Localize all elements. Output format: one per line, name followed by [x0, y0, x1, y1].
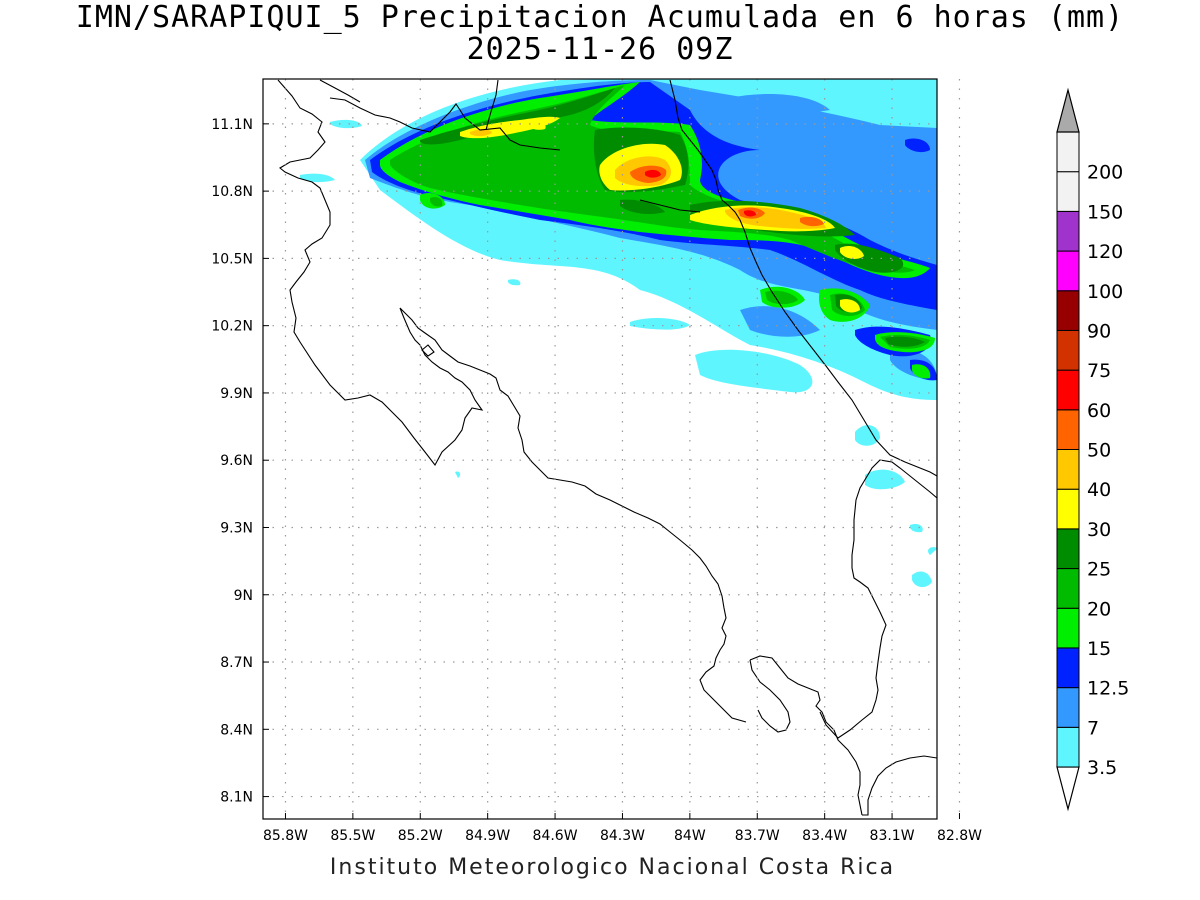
- legend-level-label: 12.5: [1087, 678, 1129, 700]
- legend-level-label: 50: [1087, 440, 1111, 462]
- legend-level-label: 100: [1087, 281, 1123, 303]
- lon-tick-label: 85.5W: [330, 828, 375, 844]
- legend-swatch: [1056, 607, 1080, 649]
- legend-swatch: [1056, 726, 1080, 768]
- legend-level-label: 7: [1087, 717, 1099, 739]
- lon-tick-label: 83.4W: [802, 828, 847, 844]
- precipitation-field: [300, 79, 937, 588]
- legend-swatch: [1056, 528, 1080, 570]
- legend-arrow-high: [1056, 87, 1080, 133]
- legend-level-label: 200: [1087, 162, 1123, 184]
- legend-level-label: 75: [1087, 360, 1111, 382]
- legend-arrow-low: [1056, 766, 1080, 812]
- lon-tick-label: 83.7W: [735, 828, 780, 844]
- legend-level-label: 40: [1087, 479, 1111, 501]
- lon-tick-label: 83.1W: [870, 828, 915, 844]
- lat-tick-label: 9.3N: [220, 520, 253, 536]
- map-grid: [263, 79, 961, 819]
- institution-credit: Instituto Meteorologico Nacional Costa R…: [329, 855, 896, 880]
- legend-level-label: 60: [1087, 400, 1111, 422]
- lat-tick-label: 8.7N: [220, 655, 253, 671]
- latitude-labels: 11.1N 10.8N 10.5N 10.2N 9.9N 9.6N 9.3N 9N 8.7N 8.…: [211, 117, 253, 806]
- legend-level-label: 15: [1087, 638, 1111, 660]
- legend-level-label: 120: [1087, 241, 1123, 263]
- lon-tick-label: 85.2W: [398, 828, 443, 844]
- map-date: 2025-11-26 09Z: [466, 32, 734, 67]
- longitude-labels: 85.8W 85.5W 85.2W 84.9W 84.6W 84.3W 84W 83.7W 83…: [263, 828, 982, 844]
- legend-swatch: [1056, 647, 1080, 689]
- legend-swatch: [1056, 329, 1080, 371]
- lon-tick-label: 84.9W: [465, 828, 510, 844]
- legend-swatch: [1056, 290, 1080, 331]
- lon-tick-label: 84.6W: [533, 828, 578, 844]
- lat-tick-label: 9.6N: [220, 453, 253, 469]
- legend-level-label: 20: [1087, 598, 1111, 620]
- lat-tick-label: 10.8N: [211, 184, 253, 200]
- coastline: [277, 79, 937, 816]
- legend-swatch: [1056, 449, 1080, 490]
- lon-tick-label: 84.3W: [600, 828, 645, 844]
- legend-level-label: 150: [1087, 201, 1123, 223]
- lat-tick-label: 11.1N: [211, 117, 253, 133]
- legend-swatch: [1056, 409, 1080, 450]
- lat-tick-label: 10.5N: [211, 251, 253, 267]
- legend-swatch: [1056, 210, 1080, 252]
- color-legend: 3.5 7 12.5 15 20 25 30 40 50 60 75 90 100 120 150 200: [1056, 87, 1129, 812]
- lat-tick-label: 9.9N: [220, 386, 253, 402]
- lon-tick-label: 85.8W: [263, 828, 308, 844]
- lat-tick-label: 8.4N: [220, 722, 253, 738]
- legend-level-label: 3.5: [1087, 757, 1117, 779]
- lon-tick-label: 82.8W: [937, 828, 982, 844]
- legend-swatch: [1056, 488, 1080, 530]
- lat-tick-label: 8.1N: [220, 790, 253, 806]
- legend-swatch: [1056, 687, 1080, 728]
- map-title: IMN/SARAPIQUI_5 Precipitacion Acumulada …: [75, 0, 1125, 35]
- legend-swatch: [1056, 369, 1080, 411]
- legend-swatch: [1056, 171, 1080, 212]
- lat-tick-label: 10.2N: [211, 319, 253, 335]
- map-frame: [262, 78, 938, 820]
- legend-swatch: [1056, 250, 1080, 292]
- legend-swatch: [1056, 131, 1080, 173]
- border-lines: [319, 79, 937, 477]
- legend-swatch: [1056, 568, 1080, 609]
- legend-level-label: 90: [1087, 320, 1111, 342]
- legend-level-label: 25: [1087, 559, 1111, 581]
- legend-level-label: 30: [1087, 519, 1111, 541]
- lat-tick-label: 9N: [234, 588, 253, 604]
- lon-tick-label: 84W: [674, 828, 706, 844]
